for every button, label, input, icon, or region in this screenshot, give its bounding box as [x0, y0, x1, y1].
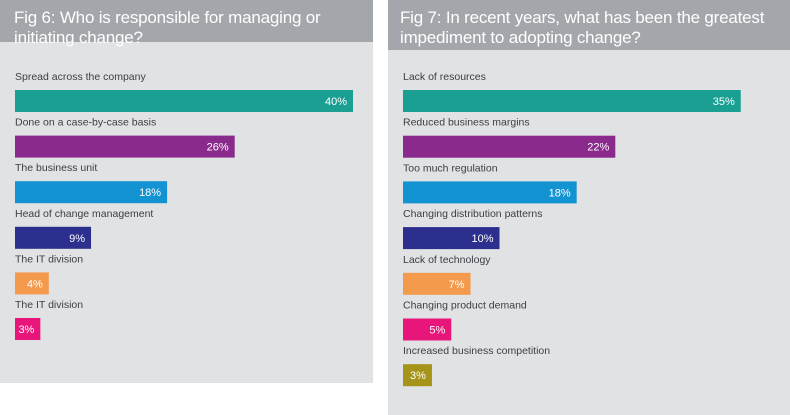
bar — [403, 318, 452, 341]
bar-value-label: 9% — [69, 233, 85, 245]
category-label: Done on a case-by-case basis — [15, 117, 156, 129]
bar-value-label: 10% — [471, 233, 493, 245]
bar-value-label: 35% — [713, 96, 735, 108]
category-label: Reduced business margins — [403, 117, 530, 129]
bar — [15, 90, 353, 112]
bar — [403, 90, 741, 112]
bar-chart-fig6: Spread across the company 40% Done on a ca… — [15, 71, 353, 340]
bar-value-label: 40% — [325, 96, 347, 108]
bar — [403, 227, 500, 250]
category-label: Changing distribution patterns — [403, 208, 543, 220]
bar — [403, 181, 577, 204]
category-label: The IT division — [15, 253, 83, 265]
bar-value-label: 7% — [449, 279, 465, 291]
category-label: Changing product demand — [403, 300, 527, 312]
bar — [403, 272, 471, 295]
bar — [15, 135, 235, 158]
category-label: Lack of technology — [403, 254, 491, 266]
bar-chart-fig7: Lack of resources 35% Reduced business mar… — [403, 71, 741, 387]
bar-value-label: 18% — [139, 187, 161, 199]
chart-panel-fig7: Fig 7: In recent years, what has been th… — [388, 0, 790, 415]
category-label: Increased business competition — [403, 345, 550, 357]
chart-title-fig7: Fig 7: In recent years, what has been th… — [388, 0, 790, 50]
bar-value-label: 22% — [587, 142, 609, 154]
category-label: Head of change management — [15, 208, 153, 220]
bar-value-label: 3% — [410, 370, 426, 382]
chart-panel-fig6: Fig 6: Who is responsible for managing o… — [0, 0, 373, 383]
bar-value-label: 3% — [18, 324, 34, 336]
bar — [15, 318, 41, 340]
bar — [15, 226, 92, 249]
bar-value-label: 26% — [207, 142, 229, 154]
bar — [403, 364, 432, 387]
bar — [15, 181, 168, 204]
category-label: Too much regulation — [403, 162, 498, 174]
bar — [15, 272, 49, 295]
category-label: Lack of resources — [403, 71, 486, 83]
bar — [403, 135, 616, 158]
category-label: The IT division — [15, 299, 83, 311]
bar-value-label: 4% — [27, 278, 43, 290]
category-label: Spread across the company — [15, 71, 146, 83]
category-label: The business unit — [15, 162, 97, 174]
chart-title-fig6: Fig 6: Who is responsible for managing o… — [0, 0, 373, 47]
bar-value-label: 18% — [549, 187, 571, 199]
bar-value-label: 5% — [429, 325, 445, 337]
